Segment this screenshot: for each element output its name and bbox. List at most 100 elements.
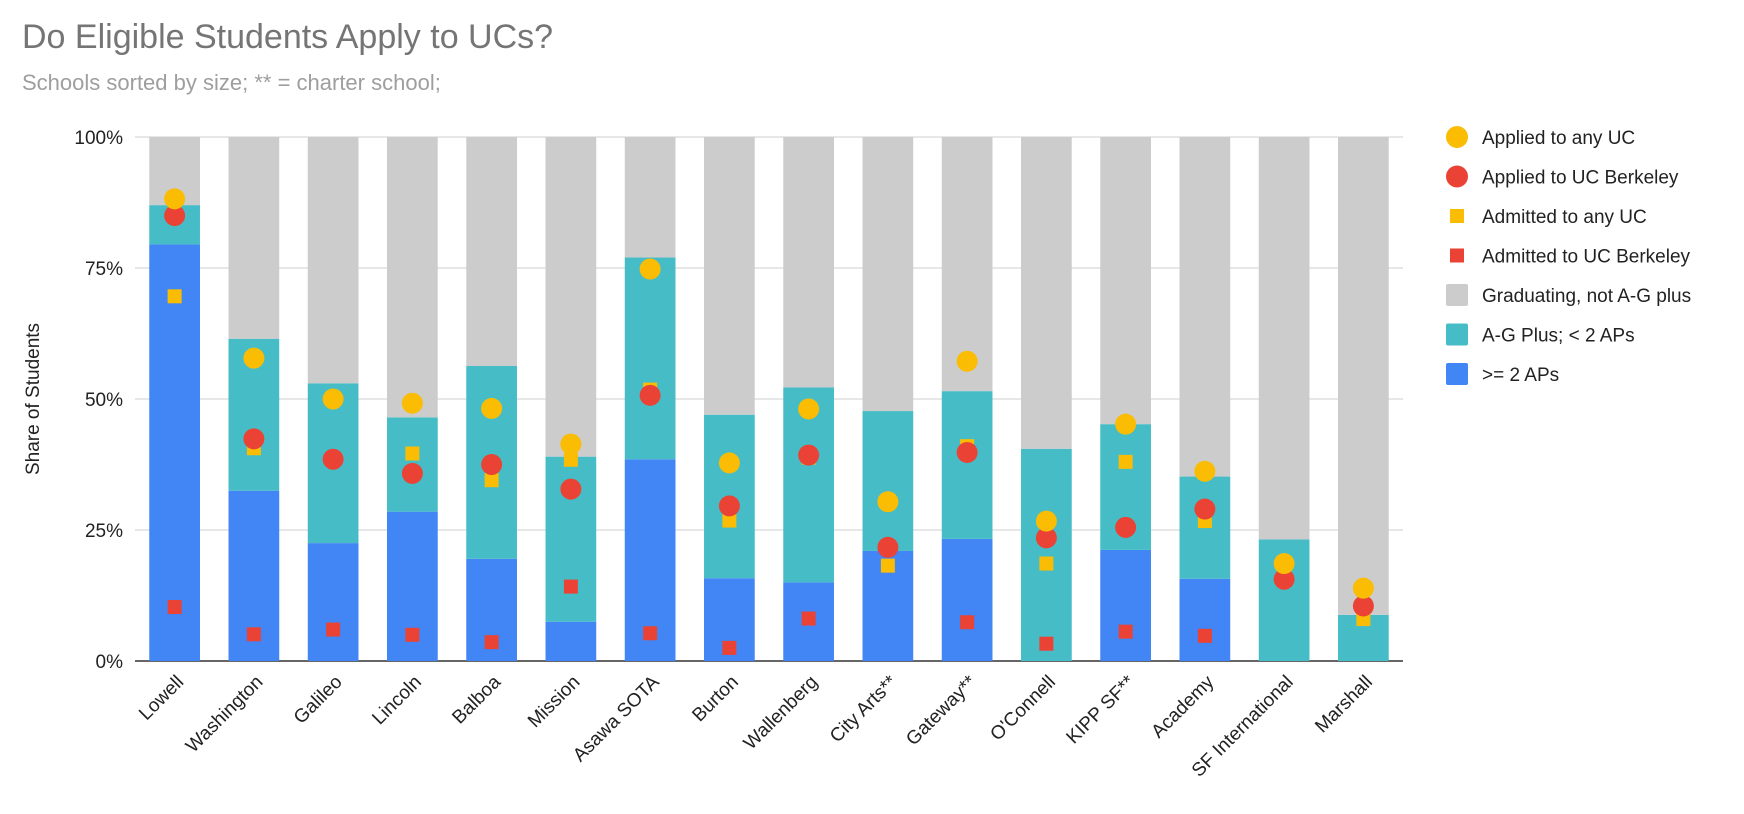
data-point-circle xyxy=(243,428,265,450)
bar-segment xyxy=(149,244,200,662)
data-point-circle xyxy=(877,536,899,558)
data-point-square xyxy=(167,289,182,304)
data-point-circle xyxy=(798,398,820,420)
data-point-circle xyxy=(1352,577,1374,599)
y-tick-label: 0% xyxy=(96,652,124,673)
data-point-square xyxy=(801,611,816,626)
bar-segment xyxy=(941,137,993,392)
data-point-square xyxy=(563,452,578,467)
bar-segment xyxy=(1021,448,1072,661)
bar-segment xyxy=(862,137,914,412)
data-point-circle xyxy=(956,350,978,372)
data-point-square xyxy=(326,622,341,637)
legend-swatch-bar xyxy=(1446,363,1468,385)
data-point-circle xyxy=(1115,413,1137,435)
legend-swatch-bar xyxy=(1446,284,1468,306)
bar-segment xyxy=(1179,137,1231,477)
category-label: Lincoln xyxy=(368,672,425,729)
category-label: O'Connell xyxy=(986,672,1059,745)
legend-label: A-G Plus; < 2 APs xyxy=(1482,326,1635,347)
bar-segment xyxy=(387,137,438,418)
category-label: Burton xyxy=(688,672,742,726)
bar-segment xyxy=(1100,137,1151,425)
data-point-circle xyxy=(164,205,186,227)
category-label: Wallenberg xyxy=(740,672,822,754)
legend-label: Applied to any UC xyxy=(1482,128,1635,149)
data-point-circle xyxy=(164,188,186,210)
data-point-square xyxy=(960,615,975,630)
bar-segment xyxy=(466,137,517,366)
legend-swatch-circle xyxy=(1446,165,1468,188)
legend-swatch-circle xyxy=(1446,126,1468,148)
data-point-square xyxy=(484,473,499,488)
legend-swatch-square xyxy=(1450,248,1464,263)
bar-segment xyxy=(307,543,359,661)
data-point-square xyxy=(405,446,420,461)
category-label: Balboa xyxy=(448,671,505,728)
data-point-circle xyxy=(639,258,661,280)
category-label: Academy xyxy=(1148,671,1219,742)
data-point-circle xyxy=(1352,595,1374,617)
data-point-square xyxy=(1039,636,1054,651)
chart-title: Do Eligible Students Apply to UCs? xyxy=(22,18,554,56)
data-point-square xyxy=(880,558,895,573)
category-label: Gateway** xyxy=(902,671,981,750)
bar-segment xyxy=(941,391,993,539)
data-point-circle xyxy=(481,454,503,475)
y-tick-label: 100% xyxy=(74,128,123,149)
category-label: Galileo xyxy=(290,672,347,729)
category-label: Lowell xyxy=(135,672,188,725)
bar-segment xyxy=(704,137,755,415)
legend-label: Admitted to UC Berkeley xyxy=(1482,247,1691,268)
data-point-square xyxy=(246,627,261,642)
y-tick-label: 50% xyxy=(85,390,123,411)
data-point-circle xyxy=(798,444,820,466)
data-point-circle xyxy=(243,347,265,369)
category-label: Mission xyxy=(524,672,584,732)
bar-segment xyxy=(862,411,914,551)
bar-segment xyxy=(228,137,280,339)
data-point-square xyxy=(405,627,420,642)
data-point-circle xyxy=(401,462,423,484)
data-point-square xyxy=(1118,624,1133,639)
data-point-circle xyxy=(718,452,740,474)
data-point-circle xyxy=(877,491,899,513)
data-point-square xyxy=(167,600,182,615)
bar-segment xyxy=(545,137,597,457)
data-point-circle xyxy=(1273,553,1295,575)
chart-subtitle: Schools sorted by size; ** = charter sch… xyxy=(22,70,441,95)
data-point-square xyxy=(722,513,737,528)
data-point-circle xyxy=(1115,516,1137,538)
bar-segment xyxy=(783,387,834,583)
data-point-circle xyxy=(956,441,978,463)
bar-segment xyxy=(624,257,676,460)
data-point-square xyxy=(1197,628,1212,643)
legend-label: Applied to UC Berkeley xyxy=(1482,168,1679,189)
category-label: KIPP SF** xyxy=(1063,671,1140,748)
category-label: City Arts** xyxy=(826,671,902,747)
data-point-square xyxy=(722,640,737,655)
data-point-circle xyxy=(1194,498,1216,520)
bar-segment xyxy=(783,137,834,388)
bar-segment xyxy=(1100,549,1151,661)
data-point-circle xyxy=(1273,568,1295,590)
category-label: Marshall xyxy=(1311,672,1377,738)
data-point-circle xyxy=(322,448,344,470)
data-point-square xyxy=(1118,454,1133,469)
y-axis-label: Share of Students xyxy=(23,323,44,475)
data-point-square xyxy=(484,635,499,650)
data-point-circle xyxy=(560,478,582,500)
data-point-circle xyxy=(1194,460,1216,482)
data-point-circle xyxy=(1035,527,1057,549)
bar-segment xyxy=(624,137,676,258)
data-point-square xyxy=(563,579,578,594)
legend-label: >= 2 APs xyxy=(1482,365,1559,386)
bar-segment xyxy=(1258,137,1310,540)
data-point-circle xyxy=(639,384,661,406)
legend-swatch-bar xyxy=(1446,323,1468,346)
bar-segment xyxy=(545,621,597,661)
data-point-square xyxy=(643,626,658,641)
y-tick-label: 75% xyxy=(85,259,123,280)
legend-label: Admitted to any UC xyxy=(1482,207,1647,228)
data-point-circle xyxy=(322,388,344,410)
